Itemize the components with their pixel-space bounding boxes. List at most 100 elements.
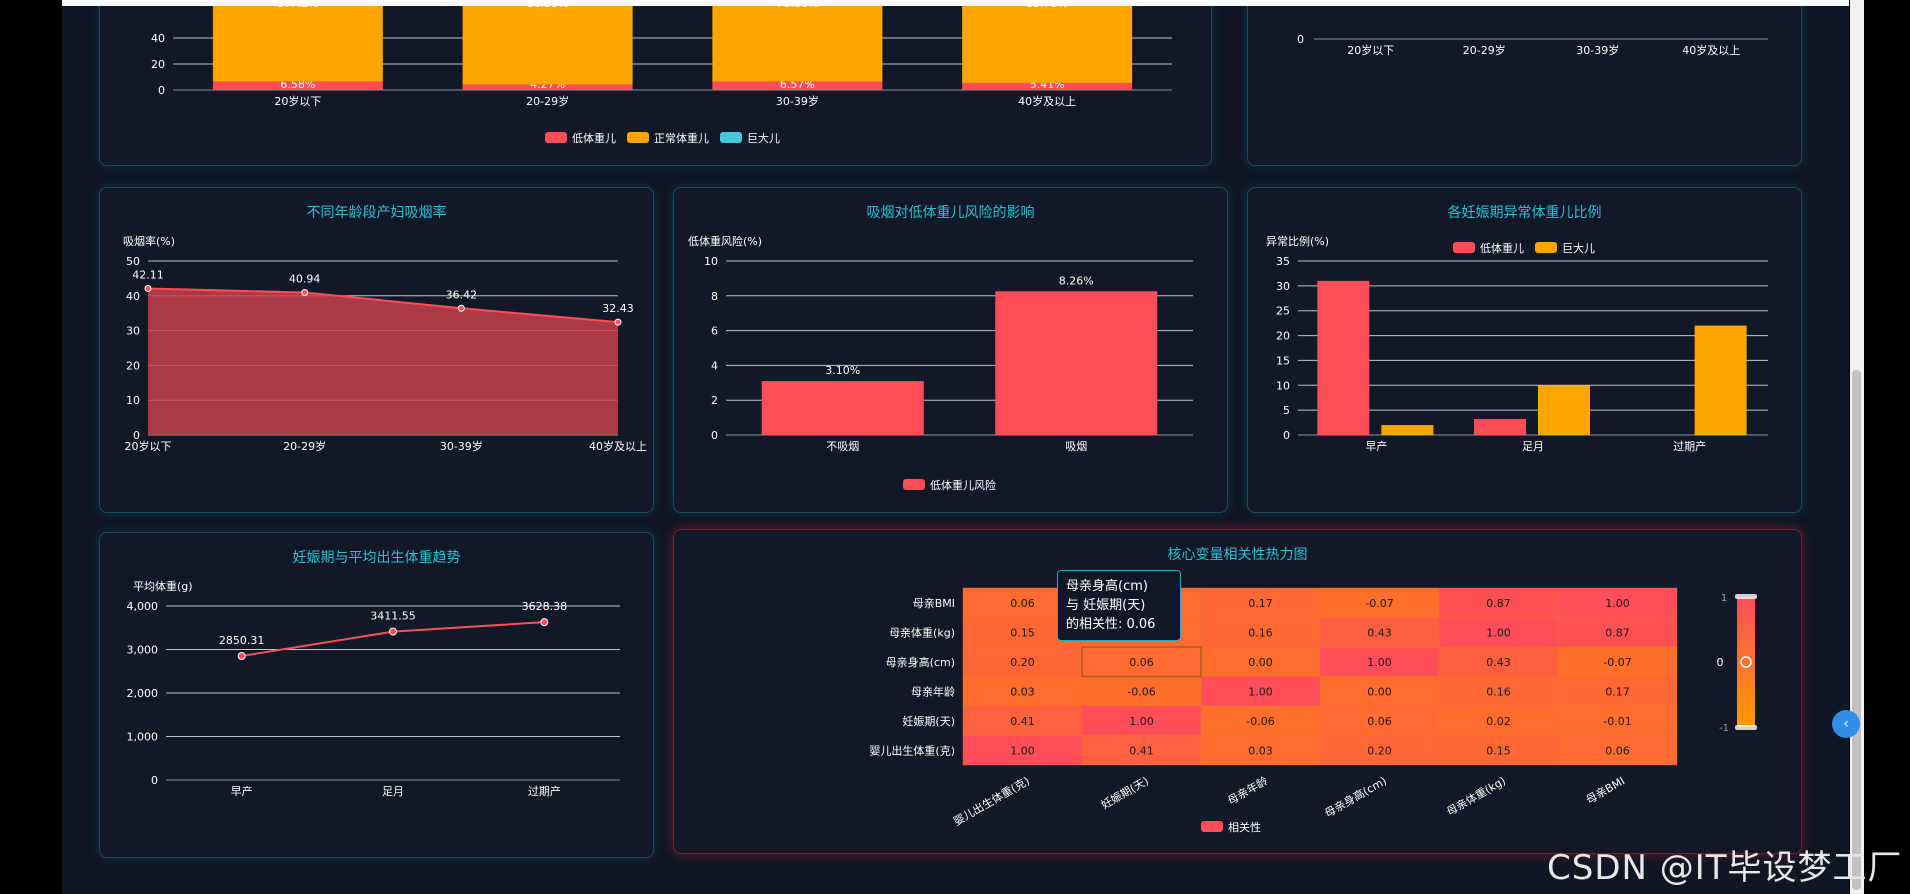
y-tick-label: 8 — [711, 290, 718, 303]
heatmap-cell-label: 1.00 — [1010, 744, 1035, 757]
y-tick-label: 15 — [1276, 354, 1290, 367]
legend-label: 低体重儿 — [1480, 241, 1524, 255]
col-label: 母亲年龄 — [1225, 773, 1270, 807]
heatmap-cell-label: 0.16 — [1248, 626, 1273, 639]
heatmap-cell-label: 0.41 — [1129, 744, 1154, 757]
heatmap-highlight — [1081, 646, 1202, 678]
x-tick-label: 20-29岁 — [283, 439, 326, 453]
y-tick-label: 20 — [151, 58, 165, 71]
heatmap-tooltip: 母亲身高(cm) 与 妊娠期(天) 的相关性: 0.06 — [1057, 570, 1181, 641]
y-tick-label: 5 — [1283, 404, 1290, 417]
visual-map-max-label: 1 — [1721, 593, 1727, 604]
heatmap-cell-label: 0.02 — [1486, 715, 1511, 728]
heatmap-cell — [962, 735, 1083, 766]
tooltip-line: 与 妊娠期(天) — [1066, 598, 1146, 613]
heatmap-cell-label: 0.87 — [1486, 597, 1511, 610]
y-tick-label: 40 — [126, 290, 140, 303]
y-tick-label: 1,000 — [127, 731, 159, 744]
heatmap-cell — [1557, 705, 1678, 736]
collapse-chevron-icon[interactable]: ‹ — [1832, 710, 1860, 738]
heatmap-cell — [1081, 735, 1202, 766]
y-tick-label: 2 — [711, 394, 718, 407]
x-tick-label: 20岁以下 — [1347, 43, 1394, 57]
x-tick-label: 20-29岁 — [1463, 43, 1506, 57]
chart-weight-by-age: 020406.58%87.42%20岁以下4.27%88.99%20-29岁6.… — [151, 0, 1172, 145]
series-line — [147, 287, 619, 324]
visual-map-min-label: -1 — [1719, 723, 1729, 734]
bar-正常体重儿 — [962, 0, 1133, 83]
heatmap-cell — [1200, 735, 1321, 766]
tooltip-line: 的相关性: 0.06 — [1066, 617, 1156, 632]
heatmap-cell-label: 0.03 — [1010, 685, 1035, 698]
y-axis-title: 平均体重(g) — [133, 579, 193, 593]
panel-smoking-risk: 吸烟对低体重儿风险的影响 低体重风险(%) 0 2 4 6 8 10 3.10% 不吸烟 8.26… — [673, 187, 1228, 513]
legend-label: 正常体重儿 — [654, 131, 709, 145]
col-label: 婴儿出生体重(克) — [951, 773, 1032, 828]
heatmap-cell-label: 1.00 — [1605, 597, 1630, 610]
col-label: 母亲身高(cm) — [1322, 773, 1389, 820]
col-label: 妊娠期(天) — [1098, 773, 1151, 811]
heatmap-cell-label: 0.41 — [1010, 715, 1035, 728]
panel-gestation-weight: 妊娠期与平均出生体重趋势 平均体重(g) 0 1,000 2,000 3,000 4,00… — [99, 532, 654, 858]
bar-正常体重儿 — [212, 0, 383, 82]
heatmap-cell-label: 0.06 — [1367, 715, 1392, 728]
visual-map-handle-top — [1735, 594, 1757, 599]
heatmap-cell — [962, 676, 1083, 707]
y-tick-label: 0 — [1283, 429, 1290, 442]
bar-低体重儿 — [1474, 419, 1526, 435]
row-label: 母亲体重(kg) — [889, 625, 955, 639]
bar — [995, 291, 1158, 435]
chart-title: 各妊娠期异常体重儿比例 — [1447, 205, 1602, 221]
panel-top-right: 0 20岁以下 20-29岁 30-39岁 40岁及以上 — [1247, 0, 1802, 166]
y-tick-label: 10 — [704, 255, 718, 268]
x-tick-label: 早产 — [1365, 439, 1387, 453]
heatmap-cell — [1319, 587, 1440, 618]
chart-correlation-heatmap: 0.06 -0.01 0.17 -0.07 0.87 1.00 母亲BMI 0.15 0.02 0… — [869, 587, 1757, 834]
bar-巨大儿 — [1694, 325, 1747, 435]
x-tick-label: 20岁以下 — [274, 94, 321, 108]
y-tick-label: 30 — [1276, 280, 1290, 293]
heatmap-cell-label: 0.06 — [1605, 744, 1630, 757]
x-tick-label: 30-39岁 — [776, 94, 819, 108]
heatmap-cell-label: 0.00 — [1248, 656, 1273, 669]
col-label: 母亲BMI — [1583, 773, 1627, 806]
data-point — [389, 627, 397, 636]
series-line — [241, 621, 545, 657]
heatmap-cell — [1438, 617, 1559, 648]
data-label: 2850.31 — [219, 634, 265, 647]
heatmap-cell-label: 0.20 — [1010, 656, 1035, 669]
panel-gestation-abnormal: 各妊娠期异常体重儿比例 异常比例(%) 0 5 10 15 20 25 30 35 低体重儿 巨大儿… — [1247, 187, 1802, 513]
chart-title: 核心变量相关性热力图 — [1167, 547, 1308, 563]
data-label: 42.11 — [132, 268, 164, 281]
bar-低体重儿 — [212, 81, 383, 90]
x-tick-label: 40岁及以上 — [589, 439, 647, 453]
heatmap-cell — [962, 705, 1083, 736]
y-axis-title: 异常比例(%) — [1266, 234, 1329, 248]
chart-gestation-weight: 平均体重(g) 0 1,000 2,000 3,000 4,000 2850.31 早产 341… — [127, 579, 620, 798]
visual-map-bar — [1737, 597, 1755, 727]
y-tick-label: 10 — [1276, 379, 1290, 392]
heatmap-cell-label: -0.01 — [1603, 715, 1631, 728]
heatmap-cell — [1200, 617, 1321, 648]
heatmap-cell-label: 1.00 — [1486, 626, 1511, 639]
heatmap-cell-label: 0.43 — [1486, 656, 1511, 669]
top-white-strip — [62, 0, 1849, 6]
x-tick-label: 不吸烟 — [826, 439, 859, 453]
heatmap-cell-label: 0.17 — [1248, 597, 1273, 610]
y-tick-label: 30 — [126, 325, 140, 338]
heatmap-cell-label: 0.15 — [1010, 626, 1035, 639]
area-fill — [148, 288, 618, 435]
scrollbar-thumb[interactable] — [1852, 370, 1861, 890]
heatmap-cell-label: 0.15 — [1486, 744, 1511, 757]
heatmap-cell — [1557, 735, 1678, 766]
heatmap-cell-label: 1.00 — [1248, 685, 1273, 698]
heatmap-cell — [1319, 735, 1440, 766]
y-tick-label: 3,000 — [127, 644, 159, 657]
y-tick-label: 0 — [711, 429, 718, 442]
row-label: 母亲BMI — [913, 596, 955, 610]
data-label: 32.43 — [602, 302, 634, 315]
heatmap-cell-label: 0.06 — [1129, 656, 1154, 669]
x-tick-label: 20岁以下 — [125, 439, 172, 453]
